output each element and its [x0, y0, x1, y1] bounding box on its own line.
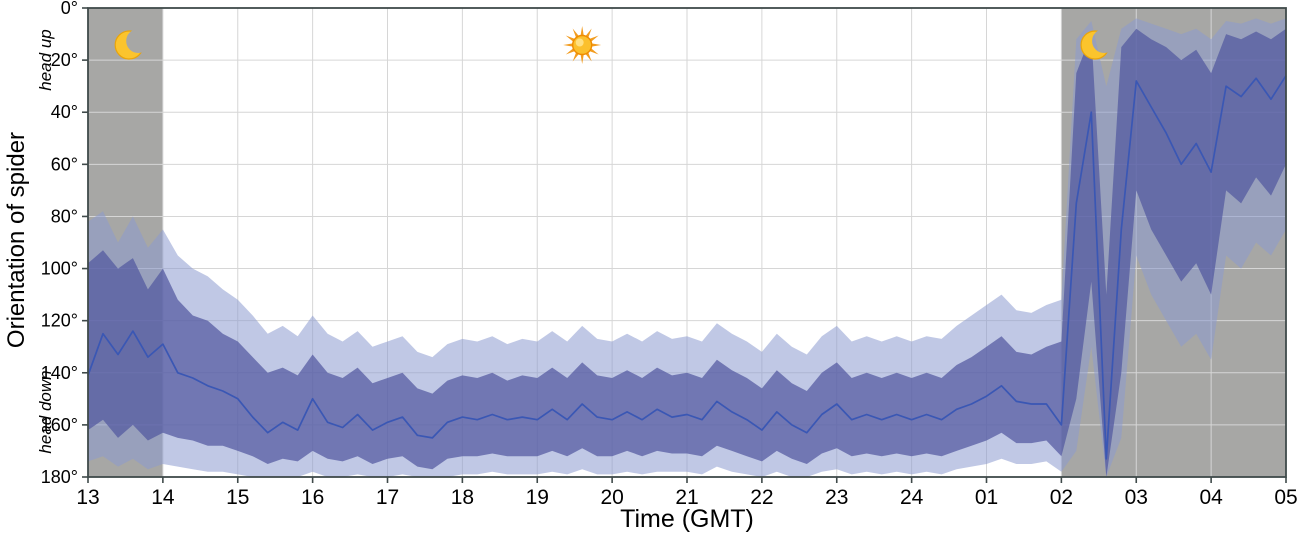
- x-tick-label: 02: [1050, 486, 1073, 509]
- y-axis-title: Orientation of spider: [3, 131, 30, 349]
- sun-icon: [563, 26, 602, 64]
- x-tick-label: 20: [600, 486, 623, 509]
- head-down-label: head down: [36, 370, 55, 454]
- mean-line: [87, 75, 1287, 460]
- y-tick-label: 40°: [51, 102, 78, 122]
- head-up-label: head up: [36, 29, 55, 91]
- y-tick-label: 60°: [51, 154, 78, 174]
- x-tick-label: 17: [376, 486, 399, 509]
- x-tick-label: 23: [825, 486, 848, 509]
- moon-icon: [1080, 30, 1110, 60]
- x-tick-label: 24: [900, 486, 924, 509]
- x-tick-label: 03: [1125, 486, 1148, 509]
- y-tick-label: 100°: [41, 259, 78, 279]
- x-axis-title: Time (GMT): [620, 505, 754, 533]
- x-tick-label: 15: [226, 486, 249, 509]
- x-tick-label: 18: [451, 486, 474, 509]
- y-tick-label: 180°: [41, 467, 78, 487]
- x-tick-label: 21: [675, 486, 698, 509]
- x-tick-label: 01: [975, 486, 998, 509]
- y-tick-label: 20°: [51, 50, 78, 70]
- x-tick-label: 22: [750, 486, 773, 509]
- x-tick-label: 04: [1199, 486, 1223, 509]
- y-tick-label: 160°: [41, 415, 78, 435]
- x-tick-label: 16: [301, 486, 324, 509]
- y-tick-label: 80°: [51, 206, 78, 226]
- x-tick-label: 05: [1274, 486, 1297, 509]
- inner-band: [88, 28, 1286, 478]
- x-tick-label: 19: [526, 486, 549, 509]
- y-tick-label: 140°: [41, 363, 78, 383]
- y-tick-label: 0°: [61, 0, 78, 18]
- moon-icon: [114, 30, 144, 60]
- x-axis-ticks: 13 14 15 16 17 18 19 20 21 22 23 24 01 02 03 04 05: [76, 477, 1298, 509]
- x-tick-label: 13: [76, 486, 99, 509]
- x-tick-label: 14: [151, 486, 175, 509]
- y-axis-ticks: 0° 20° 40° 60° 80° 100° 120° 140° 160° 180°: [41, 0, 88, 487]
- y-tick-label: 120°: [41, 311, 78, 331]
